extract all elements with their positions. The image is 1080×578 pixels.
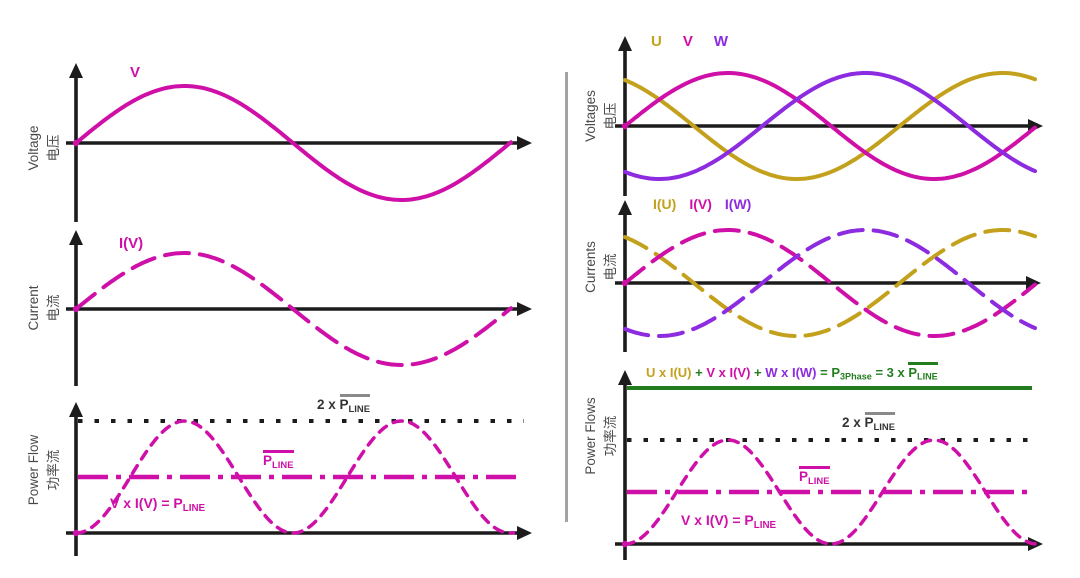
equation-term-w: W x I(W) (765, 365, 817, 380)
three-phase-power-equation: U x I(U) + V x I(V) + W x I(W) = P3Phase… (646, 362, 938, 382)
pline-sub: LINE (808, 475, 830, 487)
equals-p3phase: = P (816, 365, 840, 380)
axis-label-en: Voltages (582, 90, 598, 142)
equation-term-u: U x I(U) (646, 365, 692, 380)
axis-label-zh: 电压 (46, 134, 61, 162)
axis-label-en: Voltage (25, 125, 41, 171)
pline-overline: PLINE (799, 466, 830, 487)
legend-item-iv: I(V) (689, 196, 712, 212)
two-pline-pre: 2 x (842, 415, 865, 430)
two-pline-label: 2 x PLINE (317, 394, 371, 415)
product-base: P (173, 495, 183, 511)
axis-label-zh: 功率流 (46, 449, 61, 491)
axis-label-en: Power Flow (25, 434, 41, 506)
axis-label-power-flow: Power Flow 功率流 (24, 435, 65, 506)
voltage-wave-label: V (130, 64, 141, 81)
axis-label-en: Power Flows (582, 397, 598, 475)
legend-item-v: V (682, 33, 693, 50)
axis-label-voltage: Voltage 电压 (24, 125, 65, 170)
pline-overline: PLINE (263, 450, 294, 471)
two-pline-label: 2 x PLINE (842, 412, 896, 433)
legend-item-w: W (713, 33, 729, 50)
pline-sub: LINE (272, 459, 294, 471)
power-product-label: V x I(V) = PLINE (681, 512, 776, 531)
plus-sign: + (691, 365, 707, 380)
product-base: P (744, 512, 754, 528)
pline-sub: LINE (873, 421, 896, 433)
power-product-label: V x I(V) = PLINE (110, 495, 205, 514)
legend-item-u: U (651, 33, 662, 50)
pline-base: P (339, 397, 349, 412)
panel-divider (565, 72, 568, 522)
axis-label-current: Current 电流 (24, 285, 65, 330)
pline-overline: PLINE (339, 394, 371, 415)
axis-label-zh: 电流 (603, 253, 618, 281)
currents-legend: I(U) I(V) I(W) (653, 196, 751, 212)
axis-label-currents: Currents 电流 (581, 241, 622, 293)
legend-item-iu: I(U) (653, 196, 677, 212)
voltages-legend: U V W (651, 33, 728, 50)
legend-item-iw: I(W) (724, 196, 752, 212)
axis-label-zh: 电流 (46, 294, 61, 322)
pline-base: P (864, 415, 874, 430)
product-pre: V x I(V) = (681, 512, 745, 528)
two-pline-pre: 2 x (317, 397, 340, 412)
p3phase-sub: 3Phase (840, 371, 872, 382)
pline-base: P (799, 469, 809, 484)
pline-avg-label: PLINE (263, 450, 294, 471)
axis-label-power-flows: Power Flows 功率流 (581, 397, 622, 474)
pline-base: P (263, 453, 273, 468)
equation-term-v: V x I(V) (706, 365, 751, 380)
current-wave-label: I(V) (119, 235, 144, 252)
pline-sub: LINE (348, 403, 371, 415)
pline-base: P (908, 365, 918, 380)
product-pre: V x I(V) = (110, 495, 174, 511)
plus-sign: + (750, 365, 766, 380)
axis-label-voltages: Voltages 电压 (581, 90, 622, 142)
product-sub: LINE (753, 519, 777, 531)
product-sub: LINE (182, 502, 206, 514)
pline-overline: PLINE (864, 412, 896, 433)
equals-3x: = 3 x (871, 365, 909, 380)
axis-label-en: Currents (582, 241, 598, 293)
pline-avg-label: PLINE (799, 466, 830, 487)
axis-label-en: Current (25, 285, 41, 331)
pline-sub: LINE (917, 371, 938, 382)
pline-overline: PLINE (908, 362, 938, 382)
axis-label-zh: 电压 (603, 102, 618, 130)
axis-label-zh: 功率流 (603, 415, 618, 457)
